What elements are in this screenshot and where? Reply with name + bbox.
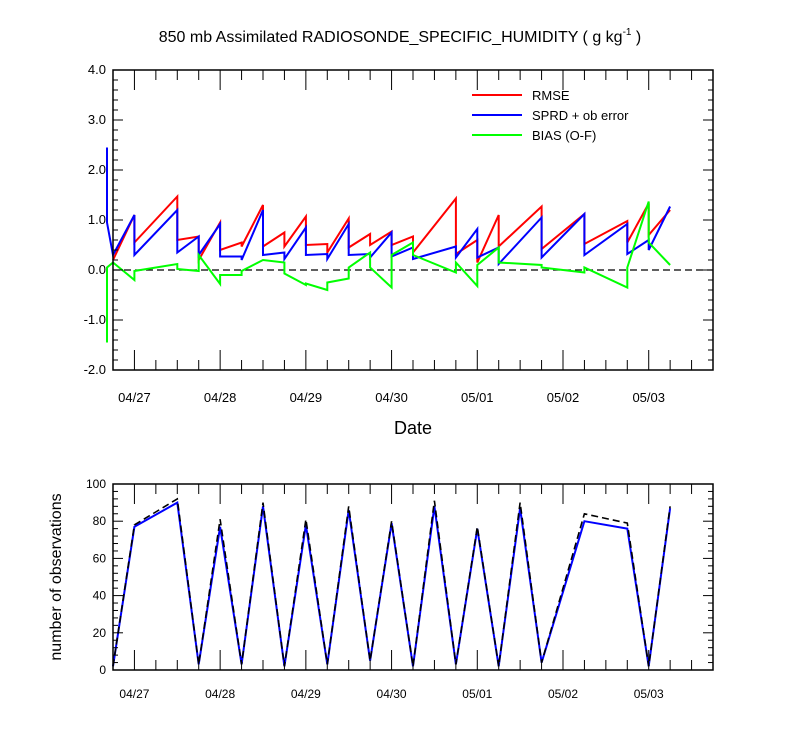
chart-title-tail: ) bbox=[631, 29, 641, 46]
y-tick-label: -1.0 bbox=[84, 312, 106, 327]
x-tick-label: 04/27 bbox=[119, 687, 149, 701]
x-tick-label: 04/28 bbox=[204, 390, 237, 405]
bottom-panel: 0 20 40 60 80 100 04/27 04/28 04/29 04/30 05/01 05/… bbox=[48, 477, 714, 701]
series-line-sprd-ob-error bbox=[106, 147, 671, 267]
y-tick-label: -2.0 bbox=[84, 362, 106, 377]
y-axis-label: number of observations bbox=[48, 493, 65, 660]
y-tick-label: 0 bbox=[99, 663, 106, 677]
x-tick-label: 04/29 bbox=[291, 687, 321, 701]
series-line-solid bbox=[112, 501, 672, 667]
y-tick-label: 100 bbox=[86, 477, 106, 491]
x-tick-label: 05/03 bbox=[634, 687, 664, 701]
x-tick-label: 04/28 bbox=[205, 687, 235, 701]
y-tick-label: 2.0 bbox=[88, 162, 106, 177]
x-tick-label: 04/30 bbox=[377, 687, 407, 701]
series-line-bias-o-f bbox=[106, 201, 671, 343]
chart-title: 850 mb Assimilated RADIOSONDE_SPECIFIC_H… bbox=[159, 27, 642, 46]
x-tick-label: 05/03 bbox=[632, 390, 665, 405]
series-line-dashed bbox=[112, 497, 671, 667]
x-tick-label: 04/27 bbox=[118, 390, 151, 405]
legend-label: BIAS (O-F) bbox=[532, 128, 596, 143]
y-tick-label: 4.0 bbox=[88, 62, 106, 77]
legend-label: RMSE bbox=[532, 88, 570, 103]
x-tick-label: 05/01 bbox=[461, 390, 494, 405]
y-tick-label: 60 bbox=[93, 551, 107, 565]
x-tick-label: 05/02 bbox=[547, 390, 580, 405]
legend-label: SPRD + ob error bbox=[532, 108, 629, 123]
x-tick-label: 05/02 bbox=[548, 687, 578, 701]
y-tick-label: 0.0 bbox=[88, 262, 106, 277]
y-tick-label: 1.0 bbox=[88, 212, 106, 227]
chart-title-superscript: -1 bbox=[623, 27, 632, 38]
y-tick-label: 40 bbox=[93, 589, 107, 603]
y-tick-label: 80 bbox=[93, 514, 107, 528]
top-panel: -2.0 -1.0 0.0 1.0 2.0 3.0 4.0 04/27 04/28 04/29 04… bbox=[84, 62, 714, 438]
x-tick-label: 04/30 bbox=[375, 390, 408, 405]
x-tick-label: 05/01 bbox=[462, 687, 492, 701]
y-tick-label: 20 bbox=[93, 626, 107, 640]
y-tick-label: 3.0 bbox=[88, 112, 106, 127]
x-tick-label: 04/29 bbox=[290, 390, 323, 405]
x-axis-label: Date bbox=[394, 418, 432, 438]
